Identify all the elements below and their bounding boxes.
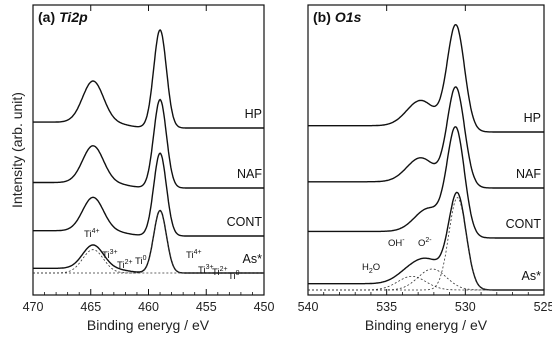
peak-annotation: Ti0 — [135, 255, 147, 267]
x-tick-label: 530 — [455, 300, 476, 314]
panel-a-x-ticks: 470 465 460 455 450 — [23, 5, 275, 314]
series-label: NAF — [237, 167, 262, 181]
panel-b-label: (b) O1s — [313, 9, 362, 25]
y-axis-label: Intensity (arb. unit) — [9, 92, 25, 208]
peak-annotation: Ti3+ — [102, 249, 118, 261]
panel-b-series — [308, 23, 544, 291]
series-line-naf — [308, 86, 544, 189]
panel-b-title: O1s — [335, 9, 362, 25]
peak-annotation: Ti3+ — [198, 264, 214, 276]
x-tick-label: 465 — [80, 300, 101, 314]
series-line-naf — [33, 98, 264, 189]
series-label: CONT — [227, 215, 263, 229]
x-tick-label: 450 — [254, 300, 275, 314]
peak-annotation: O2- — [418, 237, 432, 249]
panel-a-frame — [32, 4, 265, 296]
panel-a-annotations: Ti4+Ti3+Ti2+ Ti0 Ti4+Ti3+Ti2+Ti0 — [84, 228, 240, 282]
x-tick-label: 460 — [138, 300, 159, 314]
panel-a-series-labels: HP NAF CONT As* — [227, 107, 263, 266]
peak-annotation: Ti4+ — [84, 228, 100, 240]
series-line-hp — [33, 28, 264, 129]
panel-b-xlabel: Binding eneryg / eV — [365, 317, 488, 333]
x-tick-label: 470 — [23, 300, 44, 314]
x-tick-label: 455 — [196, 300, 217, 314]
series-label: As* — [243, 252, 263, 266]
panel-b-o1s: (b) O1s 540 535 530 525 HP NAF CONT As* O2- OH- H… — [298, 4, 552, 333]
x-tick-label: 535 — [376, 300, 397, 314]
panel-a-title: Ti2p — [59, 9, 88, 25]
series-label: NAF — [516, 167, 541, 181]
peak-annotation: Ti2+ — [117, 259, 133, 271]
panel-a-ti2p: (a) Ti2p 470 465 460 455 450 HP NAF CONT As* Ti4… — [23, 4, 275, 333]
panel-b-annotations: O2- OH- H2O — [362, 237, 432, 275]
panel-a-xlabel: Binding eneryg / eV — [87, 317, 210, 333]
series-label: As* — [522, 269, 542, 283]
panel-a-label: (a) Ti2p — [38, 9, 88, 25]
series-line-hp — [308, 23, 544, 133]
x-tick-label: 525 — [534, 300, 552, 314]
panel-b-series-labels: HP NAF CONT As* — [506, 111, 542, 283]
series-label: CONT — [506, 217, 542, 231]
peak-annotation: Ti0 — [228, 270, 240, 282]
series-line-cont — [33, 152, 264, 237]
peak-annotation: H2O — [362, 262, 380, 275]
series-line-cont — [308, 126, 544, 239]
panel-a-series — [33, 28, 264, 274]
x-tick-label: 540 — [298, 300, 319, 314]
fit-component — [308, 268, 544, 291]
peak-annotation: Ti2+ — [212, 266, 228, 278]
series-line-as — [33, 209, 264, 274]
panel-b-x-ticks: 540 535 530 525 — [298, 5, 552, 314]
panel-b-frame — [307, 4, 545, 296]
series-label: HP — [524, 111, 541, 125]
peak-annotation: Ti4+ — [186, 249, 202, 261]
peak-annotation: OH- — [388, 237, 405, 249]
series-label: HP — [245, 107, 262, 121]
